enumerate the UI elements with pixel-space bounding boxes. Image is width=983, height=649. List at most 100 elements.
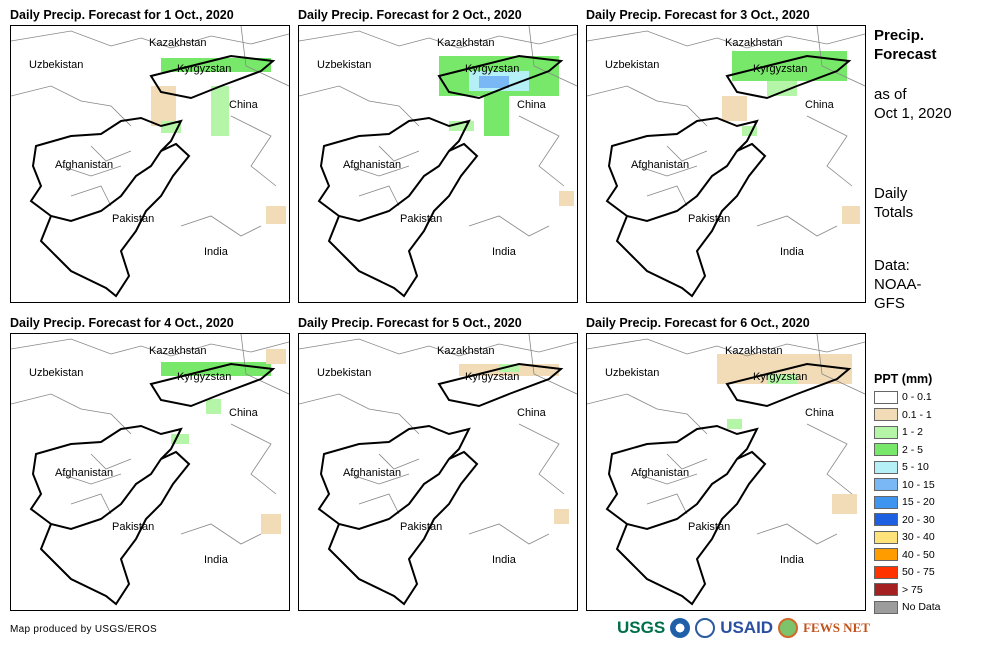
precip-area <box>554 509 569 524</box>
legend-swatch <box>874 548 898 561</box>
legend-label: > 75 <box>902 583 923 596</box>
totals-label: Totals <box>874 204 914 221</box>
label-india: India <box>204 554 229 566</box>
legend-swatch <box>874 583 898 596</box>
legend-label: 15 - 20 <box>902 496 935 508</box>
data-source-1: NOAA- <box>874 276 922 293</box>
fews-net-logo: FEWS NET <box>803 620 870 635</box>
panel-title: Daily Precip. Forecast for 4 Oct., 2020 <box>10 316 234 330</box>
as-of-date: Oct 1, 2020 <box>874 105 952 122</box>
partner-logos: USGS USAID FEWS NET <box>617 618 870 638</box>
usaid-logo: USAID <box>720 618 774 637</box>
precip-area <box>449 121 474 131</box>
legend-item: 20 - 30 <box>874 513 935 527</box>
forecast-panel: Kazakhstan Uzbekistan Kyrgyzstan China A… <box>586 25 866 303</box>
label-kyrgyzstan: Kyrgyzstan <box>465 63 519 75</box>
label-pakistan: Pakistan <box>688 521 730 533</box>
label-uzbekistan: Uzbekistan <box>605 367 659 379</box>
legend-swatch <box>874 565 898 579</box>
label-kyrgyzstan: Kyrgyzstan <box>753 63 807 75</box>
label-uzbekistan: Uzbekistan <box>29 59 83 71</box>
precip-area <box>266 349 286 364</box>
data-label: Data: <box>874 257 910 274</box>
forecast-panel: Kazakhstan Uzbekistan Kyrgyzstan China A… <box>10 25 290 303</box>
legend-swatch <box>874 495 898 509</box>
legend-item: 30 - 40 <box>874 530 935 544</box>
legend-label: 1 - 2 <box>902 426 924 438</box>
legend-item: 50 - 75 <box>874 565 935 579</box>
label-china: China <box>229 407 259 419</box>
label-india: India <box>492 246 517 258</box>
forecast-map: Kazakhstan Uzbekistan Kyrgyzstan China A… <box>11 334 289 606</box>
legend-swatch <box>874 460 898 474</box>
label-uzbekistan: Uzbekistan <box>29 367 83 379</box>
label-kazakhstan: Kazakhstan <box>149 345 206 357</box>
precip-area <box>266 206 286 224</box>
forecast-map: Kazakhstan Uzbekistan Kyrgyzstan China A… <box>299 334 577 606</box>
legend-item: No Data <box>874 600 941 614</box>
panel-title: Daily Precip. Forecast for 3 Oct., 2020 <box>586 8 810 22</box>
as-of-label: as of <box>874 86 907 103</box>
forecast-map: Kazakhstan Uzbekistan Kyrgyzstan China A… <box>587 26 865 298</box>
precip-area <box>161 58 271 72</box>
forecast-panel: Kazakhstan Uzbekistan Kyrgyzstan China A… <box>586 333 866 611</box>
label-pakistan: Pakistan <box>112 521 154 533</box>
forecast-map: Kazakhstan Uzbekistan Kyrgyzstan China A… <box>587 334 865 606</box>
precip-area <box>732 51 847 81</box>
panel-title: Daily Precip. Forecast for 5 Oct., 2020 <box>298 316 522 330</box>
label-afghanistan: Afghanistan <box>55 159 113 171</box>
label-china: China <box>517 407 547 419</box>
label-china: China <box>517 99 547 111</box>
label-kazakhstan: Kazakhstan <box>437 345 494 357</box>
label-pakistan: Pakistan <box>400 521 442 533</box>
usaid-seal-icon <box>695 618 716 638</box>
legend-label: 0.1 - 1 <box>902 408 932 421</box>
label-kyrgyzstan: Kyrgyzstan <box>177 371 231 383</box>
label-afghanistan: Afghanistan <box>343 159 401 171</box>
label-china: China <box>229 99 259 111</box>
precip-area <box>261 514 281 534</box>
legend-swatch <box>874 600 898 614</box>
label-uzbekistan: Uzbekistan <box>317 367 371 379</box>
precip-area <box>484 96 509 136</box>
legend-item: 40 - 50 <box>874 548 935 562</box>
precip-area <box>832 494 857 514</box>
legend-swatch <box>874 408 898 421</box>
fews-globe-icon <box>778 618 799 638</box>
side-title-2: Forecast <box>874 46 937 63</box>
legend-swatch <box>874 530 898 544</box>
legend-item: 5 - 10 <box>874 460 929 474</box>
panel-title: Daily Precip. Forecast for 1 Oct., 2020 <box>10 8 234 22</box>
legend-item: 2 - 5 <box>874 443 923 457</box>
label-pakistan: Pakistan <box>112 213 154 225</box>
forecast-panel: Kazakhstan Uzbekistan Kyrgyzstan China A… <box>298 25 578 303</box>
precip-area <box>171 434 189 444</box>
legend-label: 50 - 75 <box>902 566 935 578</box>
map-credit: Map produced by USGS/EROS <box>10 624 158 635</box>
forecast-map: Kazakhstan Uzbekistan Kyrgyzstan China A… <box>11 26 289 298</box>
precip-area <box>767 81 797 96</box>
legend-swatch <box>874 425 898 439</box>
precip-area <box>842 206 860 224</box>
forecast-panel: Kazakhstan Uzbekistan Kyrgyzstan China A… <box>10 333 290 611</box>
legend-item: 1 - 2 <box>874 425 923 439</box>
legend-item: 0.1 - 1 <box>874 408 932 422</box>
precip-area <box>767 374 797 384</box>
forecast-panel: Kazakhstan Uzbekistan Kyrgyzstan China A… <box>298 333 578 611</box>
label-pakistan: Pakistan <box>688 213 730 225</box>
label-india: India <box>492 554 517 566</box>
legend-label: 10 - 15 <box>902 478 935 491</box>
precip-area <box>211 86 229 136</box>
label-afghanistan: Afghanistan <box>631 467 689 479</box>
label-kazakhstan: Kazakhstan <box>725 345 782 357</box>
precip-area <box>559 191 574 206</box>
noaa-logo <box>670 618 691 638</box>
legend-swatch <box>874 513 898 526</box>
precip-area <box>742 126 757 136</box>
legend-item: 10 - 15 <box>874 478 935 492</box>
label-india: India <box>780 246 805 258</box>
legend-label: 0 - 0.1 <box>902 391 932 403</box>
legend-item: 15 - 20 <box>874 495 935 509</box>
label-pakistan: Pakistan <box>400 213 442 225</box>
legend-label: 2 - 5 <box>902 443 924 456</box>
